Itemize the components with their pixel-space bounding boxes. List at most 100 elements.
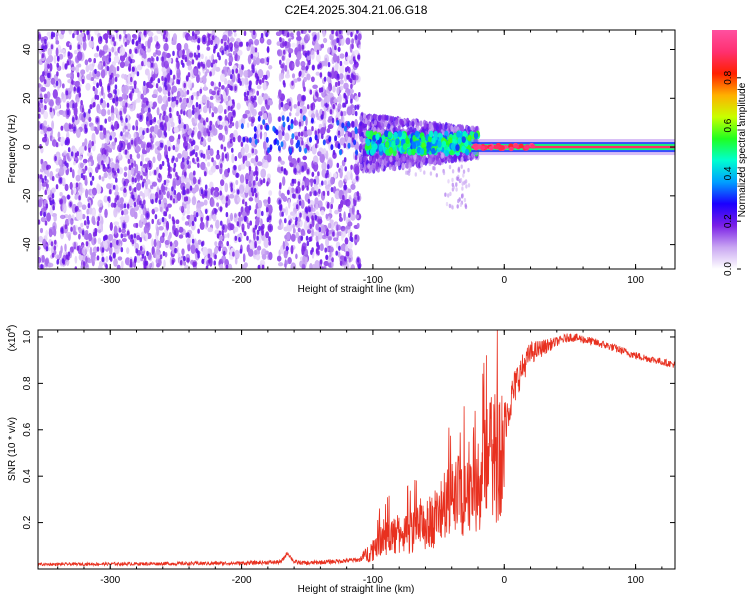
noise-speckle [311,76,315,83]
noise-speckle [280,222,284,229]
noise-speckle [250,136,256,147]
noise-speckle [113,107,119,115]
noise-speckle [333,98,338,103]
noise-speckle [121,237,127,243]
noise-speckle [104,208,108,219]
noise-speckle [336,87,340,95]
noise-speckle [105,255,109,263]
noise-speckle [151,238,154,247]
noise-speckle [142,208,146,216]
noise-speckle [142,192,145,200]
noise-speckle [330,176,335,185]
noise-speckle [224,182,229,193]
noise-speckle [92,80,97,85]
noise-speckle [78,146,84,156]
noise-speckle [97,199,103,208]
noise-speckle [241,116,246,125]
noise-speckle [250,158,255,164]
noise-speckle [244,109,250,115]
noise-speckle [291,73,296,79]
noise-speckle [123,30,127,35]
noise-speckle [322,30,326,38]
noise-speckle [126,247,130,254]
noise-speckle [303,220,308,230]
noise-speckle [191,117,195,124]
noise-speckle [247,152,252,158]
noise-speckle [292,228,296,234]
noise-speckle [132,34,137,39]
noise-speckle [119,216,125,221]
noise-speckle [71,169,75,179]
noise-speckle [322,148,327,156]
noise-speckle [153,35,159,42]
noise-speckle [316,32,320,41]
noise-speckle [307,229,312,234]
noise-speckle [219,185,223,191]
noise-speckle [300,228,305,236]
noise-speckle [166,73,171,83]
noise-speckle [290,245,294,255]
noise-speckle [89,155,93,160]
noise-speckle [139,190,144,197]
noise-speckle [73,161,76,166]
noise-speckle [337,251,341,258]
noise-speckle [215,219,220,229]
noise-speckle [156,107,160,116]
noise-speckle [134,87,140,94]
noise-speckle [48,228,53,238]
noise-speckle [102,45,109,51]
noise-speckle [336,111,340,120]
noise-speckle [81,204,87,210]
noise-speckle [84,59,89,66]
noise-speckle [126,142,130,150]
noise-speckle [266,39,272,46]
noise-speckle [152,52,157,57]
noise-speckle [182,31,186,39]
noise-speckle [61,92,64,100]
noise-speckle [328,236,332,241]
noise-speckle [45,229,49,238]
noise-speckle [344,237,349,245]
noise-speckle [136,113,140,119]
noise-speckle [278,189,282,197]
noise-speckle [332,85,336,93]
noise-speckle [233,212,237,218]
noise-speckle [59,214,66,220]
noise-speckle [337,103,342,110]
noise-speckle [221,151,225,162]
noise-speckle [350,184,356,190]
noise-speckle [276,255,282,262]
noise-speckle [47,54,54,63]
noise-speckle [227,95,231,102]
noise-speckle [40,56,46,62]
noise-speckle [219,263,224,269]
noise-speckle [227,68,231,76]
noise-speckle [119,197,124,204]
noise-speckle [175,157,179,163]
noise-speckle [191,196,197,206]
noise-speckle [194,126,198,133]
noise-speckle [143,85,147,96]
noise-speckle [84,138,88,147]
noise-speckle [340,244,346,251]
noise-speckle [291,42,296,48]
noise-speckle [81,213,86,220]
noise-speckle [53,54,57,64]
noise-speckle [200,53,204,60]
noise-speckle [149,126,156,134]
noise-speckle [325,185,331,193]
noise-speckle [284,73,291,79]
noise-speckle [49,99,54,107]
noise-speckle [213,190,220,198]
noise-speckle [295,135,299,140]
noise-speckle [162,190,166,195]
noise-speckle [135,255,142,263]
noise-speckle [82,40,87,51]
noise-speckle [97,237,102,245]
noise-speckle [106,183,112,190]
noise-speckle [210,165,216,173]
noise-speckle [40,87,46,92]
noise-speckle [327,124,334,130]
noise-speckle [228,61,233,67]
noise-speckle [186,164,191,169]
